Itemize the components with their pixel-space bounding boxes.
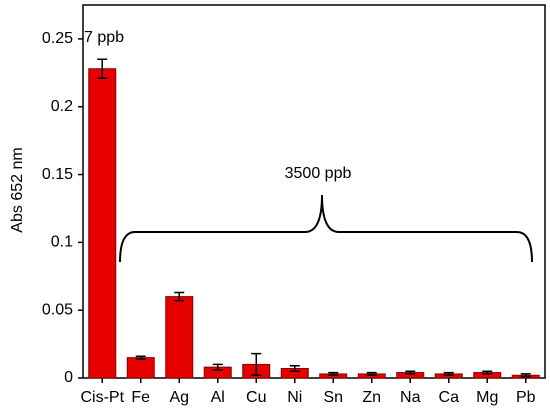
x-tick-label: Fe bbox=[131, 389, 150, 406]
x-tick-label: Mg bbox=[476, 389, 498, 406]
error-bar bbox=[212, 363, 223, 371]
plot-frame bbox=[82, 4, 546, 379]
y-tick-label: 0.05 bbox=[42, 301, 73, 318]
annotation: 3500 ppb bbox=[285, 165, 352, 182]
error-bar bbox=[135, 355, 146, 360]
y-axis-label: Abs 652 nm bbox=[9, 147, 26, 232]
x-tick-label: Ag bbox=[169, 389, 189, 406]
error-bar bbox=[366, 371, 377, 377]
bar bbox=[165, 296, 194, 379]
y-tick-label: 0.1 bbox=[51, 234, 73, 251]
bar bbox=[88, 68, 117, 379]
y-tick-label: 0.25 bbox=[42, 30, 73, 47]
x-tick-label: Cis-Pt bbox=[80, 389, 124, 406]
error-bar bbox=[328, 371, 339, 377]
y-tick-label: 0.2 bbox=[51, 98, 73, 115]
x-tick-label: Cu bbox=[246, 389, 266, 406]
x-tick-label: Pb bbox=[516, 389, 536, 406]
y-tick-label: 0.15 bbox=[42, 166, 73, 183]
x-tick-label: Sn bbox=[323, 389, 343, 406]
brace bbox=[119, 194, 533, 263]
error-bar bbox=[443, 371, 454, 377]
error-bar bbox=[251, 352, 262, 377]
error-bar bbox=[520, 373, 531, 378]
x-tick-label: Ca bbox=[439, 389, 460, 406]
error-bar bbox=[174, 291, 185, 302]
x-tick-label: Al bbox=[211, 389, 225, 406]
annotation: 7 ppb bbox=[84, 29, 124, 46]
x-tick-label: Zn bbox=[362, 389, 381, 406]
y-tick-label: 0 bbox=[64, 369, 73, 386]
x-tick-label: Na bbox=[400, 389, 421, 406]
error-bar bbox=[482, 370, 493, 375]
error-bar bbox=[97, 58, 108, 79]
bar bbox=[126, 357, 155, 379]
error-bar bbox=[405, 370, 416, 375]
error-bar bbox=[289, 365, 300, 372]
x-tick-label: Ni bbox=[287, 389, 302, 406]
